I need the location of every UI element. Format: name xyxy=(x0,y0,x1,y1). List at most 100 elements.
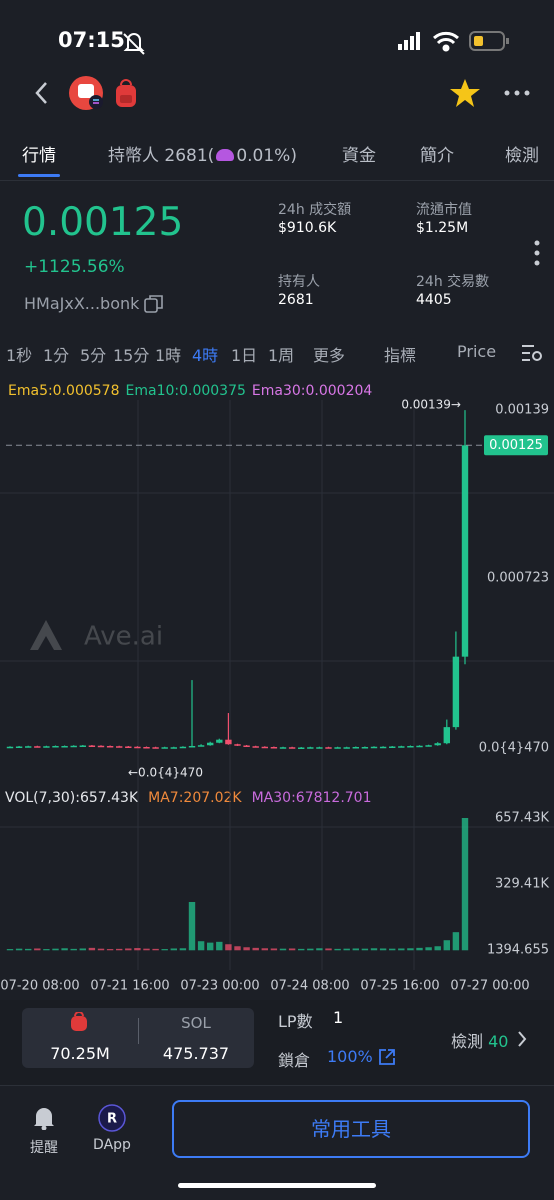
home-indicator xyxy=(178,1183,376,1188)
candle-body xyxy=(307,747,314,749)
tab[interactable]: 持幣人 2681( 0.01%) xyxy=(108,141,297,166)
timeframe[interactable]: Price xyxy=(457,342,497,361)
dapp-icon[interactable]: R xyxy=(98,1104,126,1132)
ema-legend: Ema5:0.000578 Ema10:0.000375 Ema30:0.00020… xyxy=(8,383,378,399)
volume-bar xyxy=(325,948,332,951)
ema-value: Ema5:0.000578 xyxy=(8,383,120,399)
candle-body xyxy=(15,746,23,748)
divider xyxy=(138,1018,139,1044)
candle-body xyxy=(434,743,441,746)
volume-bar xyxy=(188,901,196,951)
dapp-glyph: R xyxy=(107,1112,117,1127)
check-label: 檢測 xyxy=(451,1032,484,1051)
candle-body xyxy=(370,746,378,749)
volume-bar xyxy=(197,941,205,951)
candle-body xyxy=(6,746,14,749)
timeframe[interactable]: 指標 xyxy=(384,346,417,365)
timeframe[interactable]: 1時 xyxy=(155,346,182,365)
candle-body xyxy=(116,746,123,748)
last-price-badge xyxy=(484,435,548,456)
nav-label[interactable]: 提醒 xyxy=(30,1140,58,1156)
stat-label: 24h 交易數 xyxy=(416,274,490,290)
tab[interactable]: 資金 xyxy=(342,146,376,166)
price-chart: Ave.ai 0.00139 0.000723 0.0{4}470 0.00125 0.… xyxy=(0,398,554,994)
copy-button[interactable] xyxy=(144,294,164,314)
volume-bar xyxy=(179,948,187,951)
tab[interactable]: 簡介 xyxy=(420,146,454,166)
external-link[interactable] xyxy=(378,1048,396,1066)
volume-tick-label: 329.41K xyxy=(495,877,549,892)
stat-label: 持有人 xyxy=(278,274,320,290)
rat-icon xyxy=(216,149,235,161)
tab-label: 持幣人 2681( xyxy=(108,146,215,166)
x-tick-label: 07-24 08:00 xyxy=(270,979,349,994)
candle-body xyxy=(97,745,105,748)
ema-value: Ema30:0.000204 xyxy=(251,383,373,399)
candle-body xyxy=(106,745,114,748)
candle-body xyxy=(52,745,59,748)
watermark-text: Ave.ai xyxy=(84,622,163,652)
candle-body xyxy=(170,747,177,749)
candle-body xyxy=(416,745,423,748)
volume-bar xyxy=(134,948,141,951)
y-tick-label: 0.00139 xyxy=(495,403,549,418)
volume-indicator: MA7:207.02K xyxy=(148,790,242,806)
price-change: +1125.56% xyxy=(24,257,125,277)
volume-bar xyxy=(234,946,241,951)
volume-bar xyxy=(6,949,14,951)
stats-menu[interactable] xyxy=(530,238,544,270)
volume-bar xyxy=(34,948,41,951)
volume-bar xyxy=(343,948,350,951)
tab-suffix: 0.01%) xyxy=(236,146,297,166)
timeframe[interactable]: 1分 xyxy=(43,346,70,365)
candle-body xyxy=(188,745,196,748)
timeframe[interactable]: 5分 xyxy=(80,346,107,365)
volume-bar xyxy=(216,941,223,951)
favorite-star[interactable] xyxy=(450,79,480,107)
candle-body xyxy=(197,745,205,747)
nav-label[interactable]: DApp xyxy=(93,1137,131,1153)
candle-body xyxy=(316,747,323,749)
timeframe[interactable]: 15分 xyxy=(113,346,150,365)
candle-body xyxy=(334,747,341,749)
candle-body xyxy=(216,739,223,743)
volume-bar xyxy=(207,942,214,951)
check-link[interactable]: 檢測 40 xyxy=(451,1028,508,1052)
chart-settings[interactable] xyxy=(520,342,544,364)
stat-value: 4405 xyxy=(416,292,452,308)
candle-body xyxy=(225,739,232,745)
tools-button[interactable]: 常用工具 xyxy=(172,1100,530,1158)
volume-bar xyxy=(70,948,77,951)
candle-body xyxy=(425,745,432,747)
timeframe[interactable]: 4時 xyxy=(192,346,219,365)
volume-bar xyxy=(389,948,396,951)
candle-body xyxy=(407,745,414,748)
volume-bar xyxy=(279,948,287,951)
timeframe[interactable]: 1日 xyxy=(231,346,258,365)
back-button[interactable] xyxy=(35,82,47,104)
candle-body xyxy=(61,745,68,748)
timeframe[interactable]: 1秒 xyxy=(6,346,33,365)
candle-body xyxy=(143,747,150,749)
candle-body xyxy=(398,746,405,748)
more-menu[interactable] xyxy=(504,90,530,96)
tab[interactable]: 檢測 xyxy=(505,146,539,166)
timeframe[interactable]: 更多 xyxy=(313,346,346,365)
stat-value: 2681 xyxy=(278,292,314,308)
alert-icon[interactable] xyxy=(32,1104,56,1130)
volume-bar xyxy=(434,946,441,951)
volume-bar xyxy=(252,947,259,951)
volume-indicator: VOL(7,30):657.43K xyxy=(5,790,139,806)
candle-body xyxy=(379,746,387,749)
divider xyxy=(0,180,554,181)
tab[interactable]: 行情 xyxy=(22,146,56,166)
lock-value[interactable]: 100% xyxy=(327,1047,373,1066)
timeframe[interactable]: 1周 xyxy=(268,346,295,365)
backpack-icon xyxy=(116,79,136,107)
candle-body xyxy=(25,746,32,748)
x-tick-label: 07-25 16:00 xyxy=(360,979,439,994)
stat-label: 24h 成交額 xyxy=(278,202,352,218)
top-icons xyxy=(35,31,530,110)
volume-bar xyxy=(398,948,405,951)
token-avatar xyxy=(69,76,103,110)
